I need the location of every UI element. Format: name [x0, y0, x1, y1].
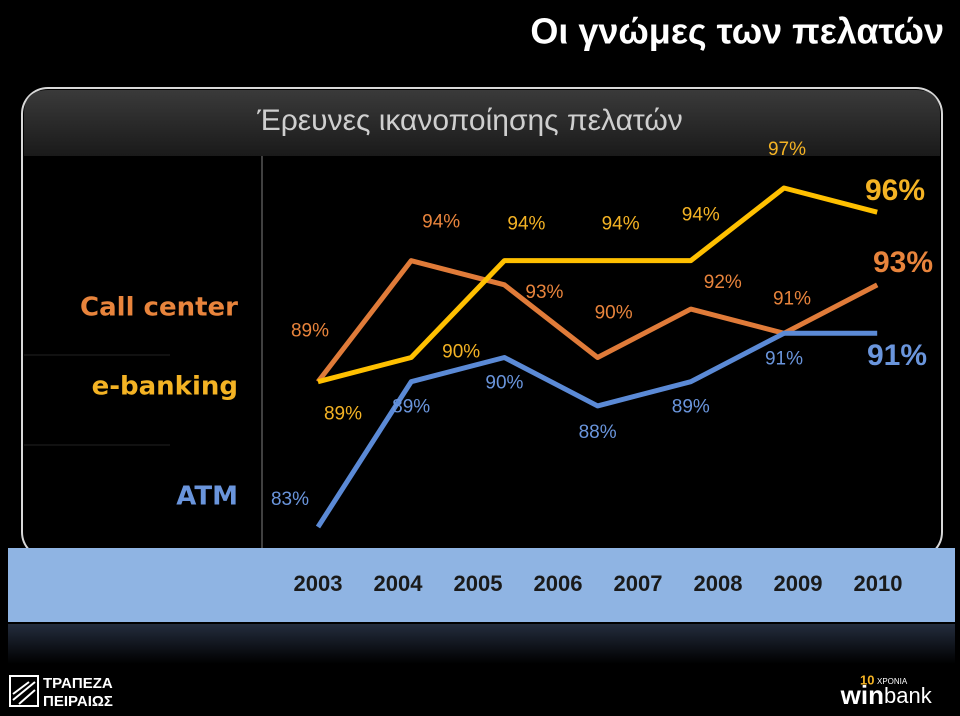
x-tick-label: 2006	[534, 571, 583, 596]
bank-logo-icon	[9, 675, 39, 707]
value-label: 89%	[324, 404, 362, 425]
slide-title: Οι γνώμες των πελατών	[530, 11, 944, 52]
x-tick-label: 2007	[614, 571, 663, 596]
value-label: 94%	[602, 214, 640, 235]
series-line	[317, 185, 878, 385]
x-tick-label: 2008	[694, 571, 743, 596]
series-name: e-banking	[92, 372, 238, 402]
brand-logo: 10 ΧΡΟΝΙΑ win bank	[840, 672, 933, 709]
value-label: 94%	[507, 214, 545, 235]
value-label: 94%	[422, 212, 460, 233]
brand-bank: bank	[884, 683, 933, 708]
chart-title: Έρευνες ικανοποίησης πελατών	[256, 104, 683, 137]
x-tick-label: 2010	[854, 571, 903, 596]
series-name: Call center	[80, 293, 238, 323]
series-name: ATM	[176, 482, 238, 512]
value-label: 96%	[865, 174, 925, 207]
year-band	[8, 548, 955, 622]
x-tick-label: 2003	[294, 571, 343, 596]
value-label: 91%	[773, 288, 811, 309]
value-label: 91%	[765, 348, 803, 369]
series-line	[315, 330, 878, 529]
brand-win: win	[840, 680, 884, 710]
value-label: 89%	[392, 397, 430, 418]
value-label: 90%	[442, 342, 480, 363]
value-label: 90%	[485, 373, 523, 394]
value-label: 83%	[271, 489, 309, 510]
bank-name: ΤΡΑΠΕΖΑ	[43, 675, 113, 692]
x-tick-label: 2005	[454, 571, 503, 596]
bank-name: ΠΕΙΡΑΙΩΣ	[43, 693, 113, 710]
value-label: 94%	[682, 205, 720, 226]
bank-logo: ΤΡΑΠΕΖΑ ΠΕΙΡΑΙΩΣ	[9, 675, 113, 710]
x-tick-label: 2009	[774, 571, 823, 596]
plot: 2003 2004 2005 2006 2007 2008 2009 2010 89% 94% 93…	[80, 139, 933, 596]
value-label: 97%	[768, 139, 806, 160]
value-label: 92%	[704, 272, 742, 293]
value-label: 90%	[595, 303, 633, 324]
value-label: 91%	[867, 339, 927, 372]
bank-logo-stripes	[12, 681, 36, 705]
value-label: 89%	[672, 397, 710, 418]
brand-years-word: ΧΡΟΝΙΑ	[877, 677, 908, 686]
value-label: 93%	[525, 282, 563, 303]
x-tick-label: 2004	[374, 571, 424, 596]
brand-years: 10	[860, 672, 874, 687]
chart-header	[24, 90, 940, 156]
value-label: 93%	[873, 246, 933, 279]
value-label: 88%	[579, 422, 617, 443]
year-band-reflection	[8, 624, 955, 664]
value-label: 89%	[291, 321, 329, 342]
